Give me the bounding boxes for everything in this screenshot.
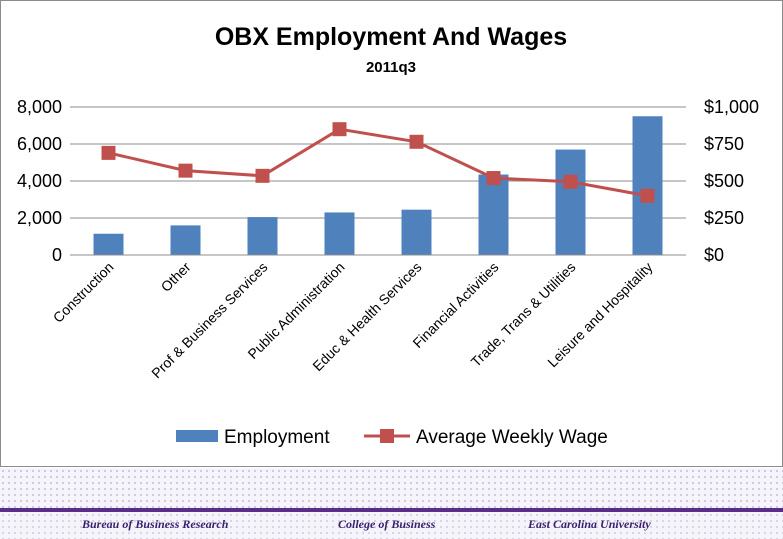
footer-pattern (0, 468, 783, 508)
bar-employment (324, 212, 355, 255)
wage-marker (178, 163, 193, 178)
y-right-tick-label: $1,000 (704, 97, 759, 117)
y-left-tick-label: 2,000 (17, 208, 62, 228)
chart-subtitle: 2011q3 (366, 59, 416, 76)
legend-wage-marker (380, 429, 394, 443)
bar-employment (555, 149, 586, 255)
wage-marker (486, 171, 501, 186)
bar-employment (170, 225, 201, 255)
legend-wage-label: Average Weekly Wage (416, 427, 608, 448)
bar-employment (247, 217, 278, 255)
bar-employment (93, 233, 124, 255)
y-right-tick-label: $500 (704, 171, 744, 191)
y-right-tick-label: $0 (704, 245, 724, 265)
footer-university: East Carolina University (528, 517, 651, 531)
legend: Employment Average Weekly Wage (176, 427, 608, 448)
y-right-tick-label: $750 (704, 134, 744, 154)
footer-divider (0, 508, 783, 512)
wage-marker (640, 188, 655, 203)
wage-marker (409, 134, 424, 149)
footer-bureau: Bureau of Business Research (82, 517, 229, 531)
y-left-tick-label: 8,000 (17, 97, 62, 117)
legend-employment-swatch (176, 430, 218, 442)
footer: Bureau of Business Research College of B… (0, 512, 783, 539)
wage-marker (101, 145, 116, 160)
chart-title: OBX Employment And Wages (215, 23, 567, 51)
y-left-tick-label: 0 (52, 245, 62, 265)
wage-marker (255, 168, 270, 183)
bar-employment (478, 174, 509, 255)
bar-employment (401, 209, 432, 255)
y-left-tick-label: 4,000 (17, 171, 62, 191)
wage-marker (332, 122, 347, 137)
chart: OBX Employment And Wages 2011q3 0 2,000 4,… (0, 0, 783, 467)
bar-employment (632, 116, 663, 255)
footer-college: College of Business (338, 517, 436, 531)
legend-employment-label: Employment (224, 427, 330, 448)
y-right-tick-label: $250 (704, 208, 744, 228)
wage-marker (563, 174, 578, 189)
y-left-tick-label: 6,000 (17, 134, 62, 154)
wage-line (108, 127, 648, 198)
